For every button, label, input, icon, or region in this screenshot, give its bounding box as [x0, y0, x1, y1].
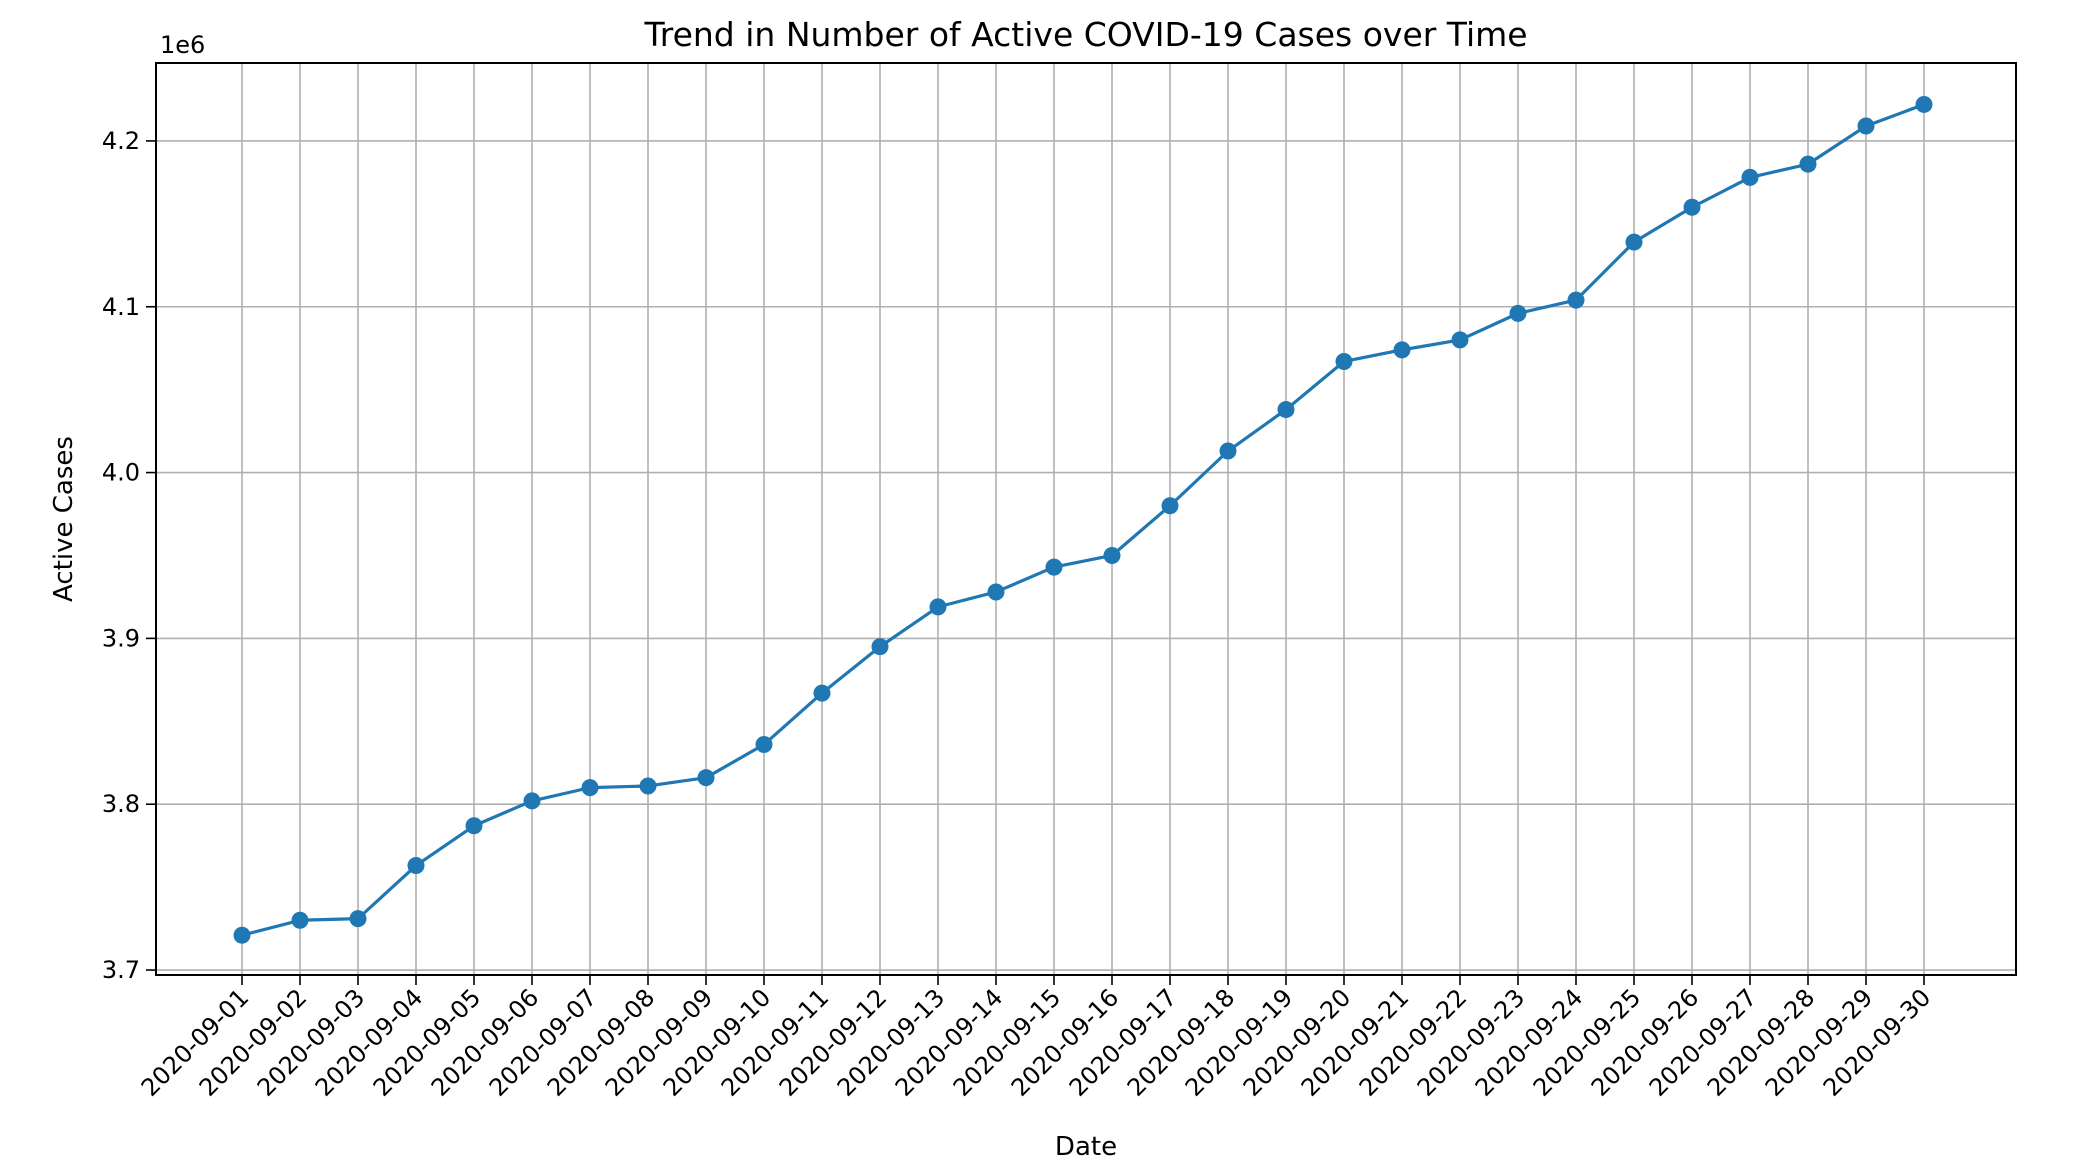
grid-layer: [156, 63, 2016, 975]
y-tick-label: 3.8: [102, 790, 140, 818]
data-point: [929, 598, 947, 616]
y-offset-label: 1e6: [160, 31, 205, 59]
y-tick-label: 4.1: [102, 293, 140, 321]
ticks-layer: 2020-09-012020-09-022020-09-032020-09-04…: [102, 127, 1936, 1102]
data-point: [1799, 155, 1817, 173]
data-point: [1509, 304, 1527, 322]
data-point: [1335, 352, 1353, 370]
y-axis-label: Active Cases: [49, 436, 79, 602]
data-point: [755, 736, 773, 754]
data-point: [1103, 546, 1121, 564]
data-point: [871, 638, 889, 656]
data-point: [1915, 95, 1933, 113]
data-point: [581, 779, 599, 797]
data-point: [1219, 442, 1237, 460]
data-point: [1451, 331, 1469, 349]
x-axis-label: Date: [1055, 1132, 1117, 1158]
y-tick-label: 4.0: [102, 459, 140, 487]
axes-frame: [155, 62, 2017, 976]
data-point: [1683, 198, 1701, 216]
data-point: [1857, 117, 1875, 135]
data-point: [465, 817, 483, 835]
data-point: [407, 857, 425, 875]
data-point: [1393, 341, 1411, 359]
data-point: [1625, 233, 1643, 251]
data-point: [987, 583, 1005, 601]
chart-title: Trend in Number of Active COVID-19 Cases…: [643, 15, 1527, 54]
data-point: [1567, 291, 1585, 309]
y-tick-label: 3.9: [102, 624, 140, 652]
data-point: [1741, 168, 1759, 186]
data-point: [639, 777, 657, 795]
data-point: [813, 684, 831, 702]
data-point: [1161, 497, 1179, 515]
data-point: [523, 792, 541, 810]
series-layer: [233, 95, 1933, 944]
data-point: [291, 911, 309, 929]
y-tick-label: 3.7: [102, 956, 140, 984]
y-tick-label: 4.2: [102, 127, 140, 155]
series-line: [240, 102, 1926, 937]
data-point: [1277, 401, 1295, 419]
data-point: [697, 769, 715, 787]
data-point: [1045, 558, 1063, 576]
data-point: [349, 910, 367, 928]
data-point: [233, 926, 251, 944]
